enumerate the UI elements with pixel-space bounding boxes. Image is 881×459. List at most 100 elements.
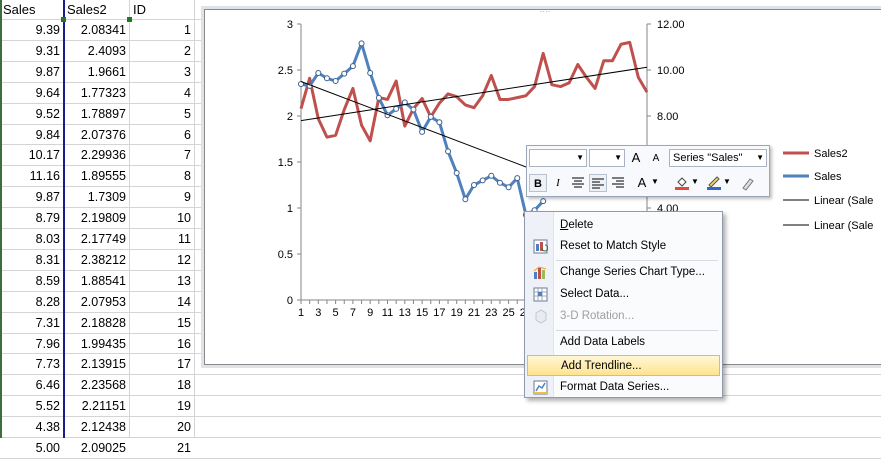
cell-sales2[interactable]: 2.23568 — [80, 378, 126, 393]
cell-sales[interactable]: 7.31 — [35, 315, 60, 330]
cell-sales2[interactable]: 2.07376 — [80, 127, 126, 142]
cell-id[interactable]: 13 — [177, 273, 191, 288]
cell-sales2[interactable]: 2.18828 — [80, 315, 126, 330]
cell-sales2[interactable]: 2.09025 — [80, 441, 126, 455]
series-select-combo[interactable]: Series "Sales" ▼ — [669, 149, 767, 167]
cell-sales[interactable]: 8.31 — [35, 252, 60, 267]
cell-sales[interactable]: 5.00 — [35, 441, 60, 455]
font-color-button[interactable]: A — [637, 175, 647, 190]
cell-id[interactable]: 1 — [184, 23, 191, 37]
cell-id[interactable]: 12 — [177, 252, 191, 267]
cell-id[interactable]: 18 — [177, 378, 191, 393]
menu-item-delete[interactable]: Delete — [527, 215, 720, 236]
cell-id[interactable]: 7 — [184, 148, 191, 163]
shrink-font-button[interactable]: A — [652, 153, 660, 164]
grow-font-button[interactable]: A — [631, 150, 641, 165]
cell-sales2[interactable]: 1.78897 — [80, 106, 126, 121]
cell-sales[interactable]: 11.16 — [29, 169, 60, 184]
cell-sales[interactable]: 9.64 — [35, 85, 60, 100]
cell-id[interactable]: 21 — [177, 441, 191, 455]
cell-sales[interactable]: 9.87 — [35, 190, 60, 205]
fill-handle[interactable] — [61, 17, 66, 22]
cell-sales2[interactable]: 1.89555 — [80, 169, 126, 184]
cell-id[interactable]: 8 — [184, 169, 191, 184]
cell-sales2[interactable]: 2.13915 — [80, 357, 126, 372]
cell-id[interactable]: 6 — [184, 127, 191, 142]
cell-sales[interactable]: 4.38 — [35, 420, 60, 435]
menu-item-label: Reset to Match Style — [560, 240, 667, 252]
cell-id[interactable]: 20 — [177, 420, 191, 435]
cell-sales2[interactable]: 2.08341 — [80, 23, 126, 37]
cell-id[interactable]: 9 — [184, 190, 191, 205]
cell-sales[interactable]: 8.79 — [35, 211, 60, 226]
selection-marker — [375, 94, 382, 101]
font-size-combo[interactable]: ▼ — [589, 149, 625, 167]
selection-border-left — [63, 0, 65, 438]
cell-sales2[interactable]: 2.21151 — [81, 399, 126, 414]
cell-id[interactable]: 2 — [184, 43, 191, 58]
selection-marker — [479, 177, 486, 184]
cell-sales[interactable]: 9.39 — [35, 23, 60, 37]
menu-item-select-data[interactable]: Select Data... — [527, 284, 720, 305]
cell-sales[interactable]: 7.73 — [35, 357, 60, 372]
y-tick-label: 3 — [287, 19, 293, 31]
cell-sales[interactable]: 9.31 — [35, 43, 60, 58]
cell-sales2[interactable]: 2.4093 — [87, 43, 126, 58]
fill-color-icon[interactable] — [673, 174, 691, 192]
cell-id[interactable]: 14 — [177, 294, 191, 309]
cell-sales[interactable]: 10.17 — [28, 148, 60, 163]
cell-sales[interactable]: 6.46 — [35, 378, 60, 393]
header-sales2[interactable]: Sales2 — [67, 2, 107, 17]
align-left-icon[interactable] — [589, 174, 607, 192]
header-sales[interactable]: Sales — [3, 2, 36, 17]
fill-handle[interactable] — [127, 17, 132, 22]
cell-id[interactable]: 16 — [177, 336, 191, 351]
menu-item-add-data-labels[interactable]: Add Data Labels — [527, 332, 720, 353]
cell-sales2[interactable]: 2.29936 — [80, 148, 126, 163]
menu-item-format-data-series[interactable]: Format Data Series... — [527, 377, 720, 398]
cell-sales[interactable]: 9.84 — [35, 127, 60, 142]
font-name-combo[interactable]: ▼ — [529, 149, 587, 167]
cell-sales2[interactable]: 2.07953 — [80, 294, 126, 309]
cell-sales2[interactable]: 2.19809 — [80, 211, 126, 226]
menu-item-label: Add Trendline... — [561, 360, 642, 372]
gridline — [194, 0, 195, 438]
cell-sales2[interactable]: 1.77323 — [80, 85, 126, 100]
cell-sales[interactable]: 5.52 — [35, 399, 60, 414]
cell-sales2[interactable]: 2.17749 — [80, 232, 126, 246]
cell-id[interactable]: 11 — [178, 232, 191, 246]
menu-item-add-trendline[interactable]: Add Trendline... — [527, 355, 720, 376]
cell-id[interactable]: 3 — [184, 64, 191, 79]
cell-sales[interactable]: 8.59 — [35, 273, 60, 288]
menu-item-change-chart-type[interactable]: Change Series Chart Type... — [527, 262, 720, 283]
align-right-icon[interactable] — [609, 174, 627, 192]
cell-sales2[interactable]: 2.12438 — [80, 420, 126, 435]
cell-sales[interactable]: 9.87 — [35, 64, 60, 79]
chevron-down-icon: ▼ — [691, 177, 699, 186]
cell-sales2[interactable]: 1.88541 — [80, 273, 126, 288]
menu-item-reset-style[interactable]: Reset to Match Style — [527, 236, 720, 257]
cell-sales2[interactable]: 1.7309 — [87, 190, 126, 205]
line-color-icon[interactable] — [705, 174, 723, 192]
menu-item-3d-rotation[interactable]: 3-D Rotation... — [527, 306, 720, 327]
format-painter-icon[interactable] — [739, 174, 757, 192]
cell-sales[interactable]: 8.28 — [35, 294, 60, 309]
cell-id[interactable]: 4 — [184, 85, 191, 100]
bold-button[interactable]: B — [529, 174, 547, 192]
cell-sales2[interactable]: 1.9661 — [87, 64, 126, 79]
cell-sales[interactable]: 8.03 — [35, 232, 60, 246]
cell-id[interactable]: 5 — [184, 106, 191, 121]
cell-id[interactable]: 10 — [177, 211, 191, 226]
italic-button[interactable]: I — [556, 177, 560, 189]
header-id[interactable]: ID — [133, 2, 146, 17]
context-menu: Delete Reset to Match Style Change Serie… — [524, 211, 723, 398]
cell-sales2[interactable]: 1.99435 — [80, 336, 126, 351]
cell-id[interactable]: 17 — [177, 357, 191, 372]
cell-id[interactable]: 15 — [177, 315, 191, 330]
align-center-icon[interactable] — [569, 174, 587, 192]
cell-sales2[interactable]: 2.38212 — [80, 252, 126, 267]
cell-id[interactable]: 19 — [177, 399, 191, 414]
cell-sales[interactable]: 7.96 — [35, 336, 60, 351]
legend-entry: Linear (Sale — [814, 195, 873, 207]
cell-sales[interactable]: 9.52 — [35, 106, 60, 121]
